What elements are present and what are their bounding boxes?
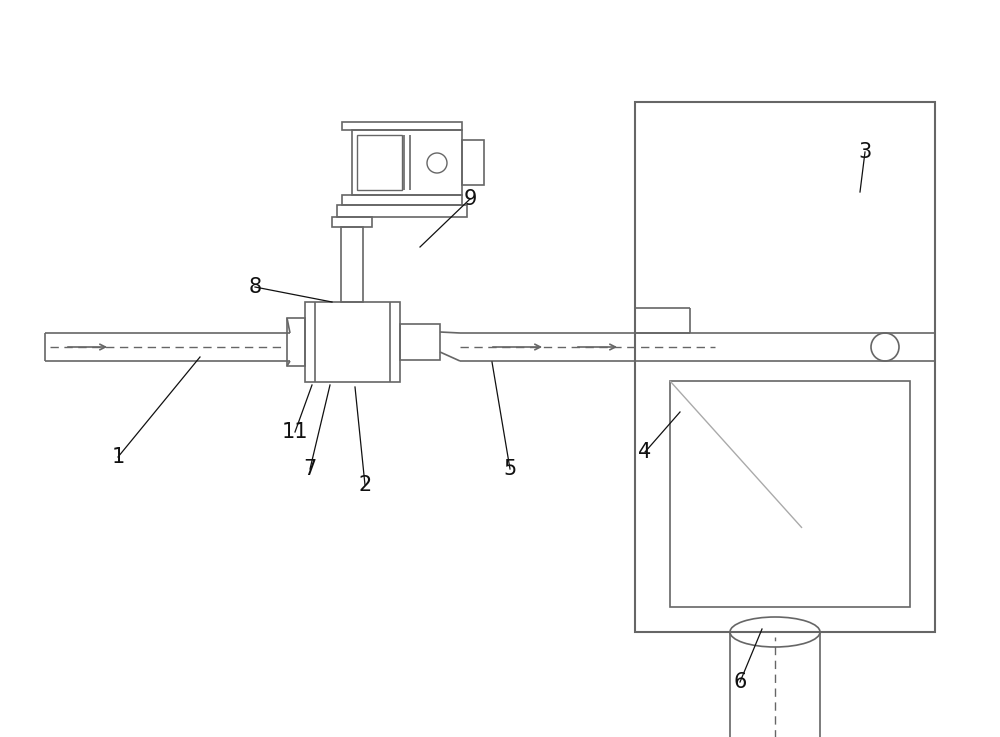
Text: 4: 4 [638, 442, 652, 462]
Text: 9: 9 [463, 189, 477, 209]
Text: 1: 1 [111, 447, 125, 467]
Text: 7: 7 [303, 459, 317, 479]
Bar [305, 302, 400, 382]
Bar [462, 140, 484, 185]
Bar [635, 102, 935, 632]
Bar [352, 130, 462, 195]
Bar [357, 135, 402, 190]
Bar [400, 324, 440, 360]
Bar [287, 318, 305, 366]
Bar [337, 205, 467, 217]
Text: 8: 8 [248, 277, 262, 297]
Bar [342, 195, 462, 205]
Text: 6: 6 [733, 672, 747, 692]
Bar [341, 227, 363, 302]
Text: 2: 2 [358, 475, 372, 495]
Bar [670, 381, 910, 607]
Bar [332, 217, 372, 227]
Bar [342, 122, 462, 130]
Text: 11: 11 [282, 422, 308, 442]
Text: 5: 5 [503, 459, 517, 479]
Text: 3: 3 [858, 142, 872, 162]
